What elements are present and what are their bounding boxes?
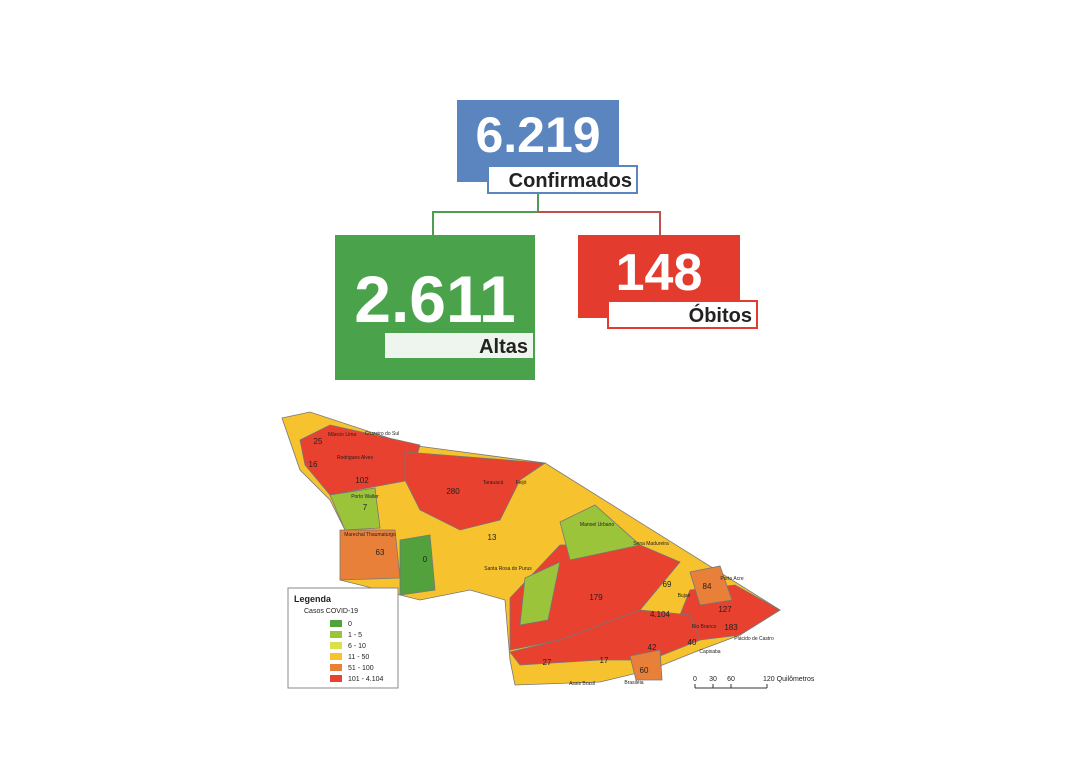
legend-box xyxy=(287,587,399,689)
region xyxy=(559,504,641,561)
legend-item: 1 - 5 xyxy=(348,632,362,639)
legend-item: 0 xyxy=(348,621,352,628)
map-label: 102 xyxy=(355,476,369,485)
confirmed-label-box xyxy=(487,165,638,194)
map-label: 13 xyxy=(488,533,497,542)
place: Santa Rosa do Purus xyxy=(484,566,532,572)
place: Plácido de Castro xyxy=(734,636,774,642)
map-label: 84 xyxy=(703,582,712,591)
legend-swatch xyxy=(330,664,342,671)
region xyxy=(339,529,401,581)
map-label: 40 xyxy=(688,638,697,647)
scale-bar: 0 30 60 120 Quilômetros xyxy=(693,676,815,689)
confirmed-value: 6.219 xyxy=(475,107,600,163)
map-label: 25 xyxy=(314,437,323,446)
map-label: 7 xyxy=(363,503,368,512)
legend-item: 6 - 10 xyxy=(348,643,366,650)
scale-label: 30 xyxy=(709,676,717,683)
legend-item: 51 - 100 xyxy=(348,665,374,672)
scale-label: 60 xyxy=(727,676,735,683)
map-label: 42 xyxy=(648,643,657,652)
place: Sena Madureira xyxy=(633,541,669,547)
scale-label: 0 xyxy=(693,676,697,683)
region xyxy=(629,649,663,681)
map-label: 280 xyxy=(446,487,460,496)
place: Bujari xyxy=(678,593,691,599)
deaths-value: 148 xyxy=(616,244,703,302)
map-label: 17 xyxy=(600,656,609,665)
legend-title: Legenda xyxy=(294,594,332,604)
connector xyxy=(538,211,661,235)
place: Tarauacá xyxy=(483,480,504,486)
legend-swatch xyxy=(330,642,342,649)
scale-label: 120 Quilômetros xyxy=(763,676,815,683)
place: Rio Branco xyxy=(692,624,717,630)
place: Feijó xyxy=(516,480,527,486)
legend-subtitle: Casos COVID-19 xyxy=(304,608,358,615)
place: Manoel Urbano xyxy=(580,522,614,528)
map-label: 63 xyxy=(376,548,385,557)
place: Rodrigues Alves xyxy=(337,455,374,461)
region xyxy=(329,487,381,531)
place: Porto Acre xyxy=(720,576,744,582)
map xyxy=(281,411,781,686)
legend-swatch xyxy=(330,675,342,682)
map-label: 179 xyxy=(589,593,603,602)
place: Capixaba xyxy=(699,649,720,655)
legend-swatch xyxy=(330,653,342,660)
map-label: 69 xyxy=(663,580,672,589)
place: Cruzeiro do Sul xyxy=(365,431,399,437)
place: Marechal Thaumaturgo xyxy=(344,532,396,538)
map-label: 27 xyxy=(543,658,552,667)
recovered-label-box xyxy=(385,333,533,358)
connector xyxy=(432,193,539,235)
deaths-label: Óbitos xyxy=(689,303,752,327)
place: Brasiléia xyxy=(624,680,643,686)
map-label: 0 xyxy=(423,555,428,564)
place: Assis Brasil xyxy=(569,681,595,687)
map-label: 127 xyxy=(718,605,732,614)
recovered-label: Altas xyxy=(479,336,528,358)
place: Porto Walter xyxy=(351,494,379,500)
region xyxy=(689,565,733,606)
map-labels: 25 16 102 7 63 280 13 0 179 4.104 69 84 … xyxy=(309,431,774,687)
map-label: 4.104 xyxy=(650,610,671,619)
map-label: 16 xyxy=(309,460,318,469)
legend-item: 101 - 4.104 xyxy=(348,676,384,683)
legend-swatch xyxy=(330,631,342,638)
confirmed-label: Confirmados xyxy=(509,170,632,192)
legend: Legenda Casos COVID-19 0 1 - 5 6 - 10 11… xyxy=(287,587,399,689)
legend-swatch xyxy=(330,620,342,627)
region xyxy=(399,534,436,596)
region xyxy=(519,561,561,626)
map-label: 60 xyxy=(640,666,649,675)
recovered-value: 2.611 xyxy=(354,262,516,336)
place: Mâncio Lima xyxy=(328,432,357,438)
legend-item: 11 - 50 xyxy=(348,654,369,661)
map-label: 183 xyxy=(724,623,738,632)
region xyxy=(404,451,547,531)
deaths-label-box xyxy=(607,300,758,329)
